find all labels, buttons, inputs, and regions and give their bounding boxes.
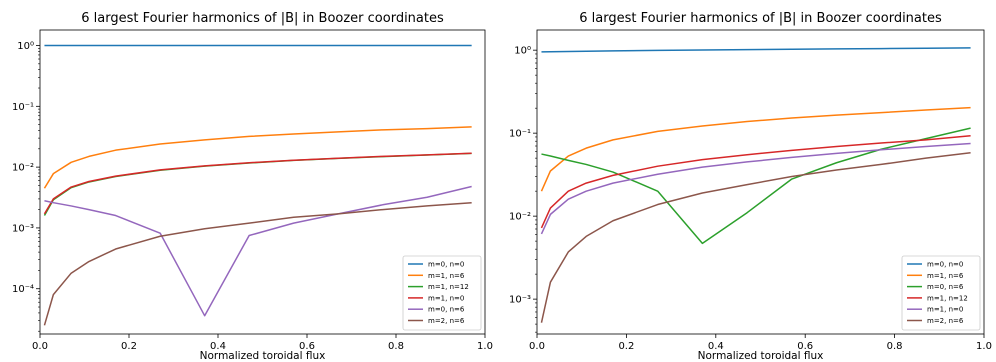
legend-entry-0: m=0, n=0	[428, 261, 464, 269]
legend-box	[901, 255, 981, 331]
chart-title: 6 largest Fourier harmonics of |B| in Bo…	[81, 11, 444, 26]
x-tick-label: 0.6	[797, 341, 813, 352]
legend-entry-5: m=2, n=6	[927, 317, 964, 325]
plot-frame	[536, 29, 985, 335]
x-tick-label: 0.2	[618, 341, 634, 352]
legend-entry-2: m=1, n=12	[428, 283, 469, 291]
x-tick-label: 1.0	[477, 341, 493, 352]
legend-entry-1: m=1, n=6	[927, 272, 964, 280]
right-chart-panel: 6 largest Fourier harmonics of |B| in Bo…	[509, 11, 992, 362]
series-line-1	[540, 106, 971, 192]
x-tick-label: 0.4	[708, 341, 724, 352]
chart-title: 6 largest Fourier harmonics of |B| in Bo…	[579, 11, 942, 26]
x-tick-label: 0.6	[299, 341, 315, 352]
series-line-3	[540, 135, 971, 229]
y-tick-label: 10⁻¹	[12, 102, 34, 113]
series-line-4	[44, 185, 472, 317]
legend-entry-2: m=0, n=6	[927, 283, 964, 291]
legend-entry-5: m=2, n=6	[428, 317, 465, 325]
y-tick-label: 10⁻³	[12, 223, 34, 234]
y-tick-label: 10⁻⁴	[12, 284, 34, 295]
x-tick-label: 0.0	[32, 341, 48, 352]
legend-entry-0: m=0, n=0	[927, 261, 963, 269]
y-tick-label: 10⁰	[17, 41, 34, 52]
y-tick-label: 10⁻²	[509, 212, 531, 223]
x-tick-label: 0.0	[529, 341, 545, 352]
legend-entry-3: m=1, n=12	[927, 294, 968, 302]
x-tick-label: 1.0	[976, 341, 992, 352]
x-tick-label: 0.4	[210, 341, 226, 352]
y-tick-label: 10⁻¹	[509, 129, 531, 140]
series-line-0	[541, 47, 971, 53]
series-group	[43, 44, 472, 326]
legend: m=0, n=0 m=1, n=6 m=1, n=12 m=1, n=0 m=0, n=…	[402, 255, 482, 331]
series-line-5	[540, 152, 971, 323]
x-axis-label: Normalized toroidal flux	[698, 350, 824, 362]
series-line-1	[43, 126, 472, 189]
series-line-4	[540, 142, 971, 235]
x-axis-label: Normalized toroidal flux	[200, 350, 326, 362]
x-tick-label: 0.8	[388, 341, 404, 352]
plot-frame	[39, 29, 486, 335]
series-group	[540, 47, 971, 323]
legend-entry-4: m=0, n=6	[428, 306, 465, 314]
legend-entry-3: m=1, n=0	[428, 294, 464, 302]
x-tick-label: 0.8	[887, 341, 903, 352]
y-tick-label: 10⁰	[514, 46, 531, 57]
legend-box	[402, 255, 482, 331]
x-tick-label: 0.2	[121, 341, 137, 352]
left-chart-panel: 6 largest Fourier harmonics of |B| in Bo…	[12, 11, 493, 362]
y-tick-label: 10⁻²	[12, 163, 34, 174]
series-line-5	[43, 201, 472, 326]
legend: m=0, n=0 m=1, n=6 m=0, n=6 m=1, n=12 m=1, n=…	[901, 255, 981, 331]
series-line-3	[43, 152, 472, 215]
y-tick-label: 10⁻³	[509, 295, 531, 306]
legend-entry-4: m=1, n=0	[927, 306, 963, 314]
legend-entry-1: m=1, n=6	[428, 272, 465, 280]
